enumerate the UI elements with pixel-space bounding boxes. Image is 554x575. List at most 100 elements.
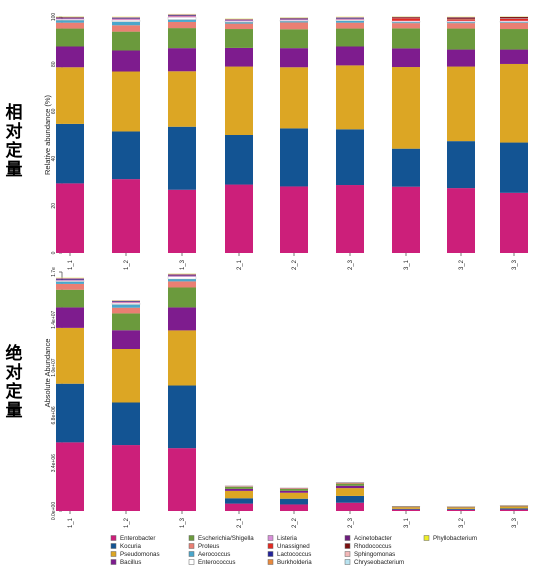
legend-label: Bacillus [120,559,141,566]
bar-segment [56,17,84,19]
bar-segment [56,46,84,68]
legend-label: Phyllobacterium [433,535,477,542]
y-tick-label: 100 [51,13,57,22]
bar-segment [336,488,364,496]
legend-swatch [188,543,195,549]
x-tick-label: 3_1 [404,259,410,270]
legend-swatch [110,559,117,565]
bar-segment [225,498,253,504]
bar-segment [392,509,420,511]
legend-label: Enterobacter [120,535,155,542]
bar-segment [500,508,528,510]
bar-segment [112,31,140,51]
bar-segment [168,385,196,449]
bar-segment [112,21,140,26]
x-tick-label: 2_3 [348,517,354,528]
bar-segment [168,126,196,190]
bar-segment [225,66,253,135]
legend-swatch [344,543,351,549]
legend-label: Lactococcus [277,551,311,558]
x-tick-label: 3_2 [459,517,465,528]
y-tick-label: 1.0e+07 [51,358,57,376]
bar-segment [56,327,84,384]
bar-segment [225,22,253,24]
bar-segment [112,71,140,132]
bar-segment [336,19,364,20]
legend-label: Pseudomonas [120,551,160,558]
bar-segment [167,276,197,280]
legend-label: Kocuria [120,543,142,550]
y-tick-label: 20 [51,203,57,209]
bar-segment [500,142,528,193]
bar-segment [280,504,308,511]
bar-segment [56,67,84,124]
x-tick-label: 3_2 [459,259,465,270]
x-tick-label: 1_1 [68,259,74,270]
bar-segment [336,485,364,489]
legend-swatch [267,559,274,565]
y-tick-label: 0 [51,251,57,254]
bar-segment [168,279,196,282]
bar-segment [447,509,475,511]
bar-segment [336,482,364,484]
legend-swatch [188,535,195,541]
bar-segment [225,503,253,511]
bar-segment [225,184,253,253]
bar-segment [336,46,364,66]
bar-segment [392,148,420,187]
bar-segment [55,280,85,282]
bar-segment [111,19,141,22]
legend-label: Sphingomonas [354,551,395,558]
legend-label: Listeria [277,535,298,542]
bar-segment [225,29,253,48]
legend-label: Proteus [198,543,219,550]
bar-segment [336,20,364,23]
bar-segment [336,185,364,253]
bar-segment [500,22,528,23]
bar-segment [447,188,475,253]
bar-segment [447,507,475,509]
bar-segment [225,23,253,30]
bar-segment [225,486,253,487]
bar-segment [56,279,84,281]
bar-segment [392,508,420,510]
x-tick-label: 1_3 [180,259,186,270]
bar-segment [392,28,420,49]
bar-segment [224,21,254,23]
bar-segment [280,18,308,20]
y-tick-label: 40 [51,156,57,162]
bar-segment [336,495,364,503]
bar-segment [168,189,196,253]
bar-segment [392,48,420,68]
bar-segment [336,502,364,511]
legend-swatch [344,551,351,557]
legend-label: Enterococcus [198,559,236,566]
bar-segment [500,509,528,511]
x-tick-label: 2_2 [292,517,298,528]
bar-segment [392,18,420,21]
bar-segment [500,192,528,253]
bar-segment [500,17,528,18]
bar-segment [112,307,140,314]
bar-segment [392,22,420,24]
bar-segment [168,15,196,17]
relative-quantification-label: 相对定量 [5,103,23,180]
bar-segment [112,304,140,308]
bar-segment [500,22,528,30]
bar-segment [280,490,308,493]
bar-segment [392,23,420,29]
bar-segment [280,498,308,505]
bar-segment [225,135,253,185]
y-tick-label: 6.8e+06 [51,406,57,424]
bar-segment [280,48,308,68]
x-tick-label: 1_3 [180,517,186,528]
legend-label: Rhodococcus [354,543,392,550]
bar-segment [112,131,140,180]
bar-segment [56,28,84,47]
y-tick-label: 60 [51,108,57,114]
bar-segment [168,71,196,127]
absolute-quantification-label: 绝对定量 [5,344,23,421]
legend-swatch [267,535,274,541]
y-axis-title: Absolute Abundance [43,339,52,408]
x-tick-label: 3_3 [512,259,518,270]
